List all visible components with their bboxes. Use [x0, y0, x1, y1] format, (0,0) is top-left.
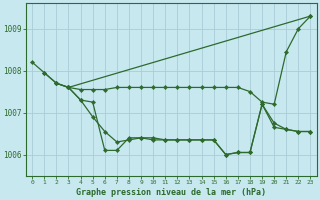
X-axis label: Graphe pression niveau de la mer (hPa): Graphe pression niveau de la mer (hPa) — [76, 188, 266, 197]
